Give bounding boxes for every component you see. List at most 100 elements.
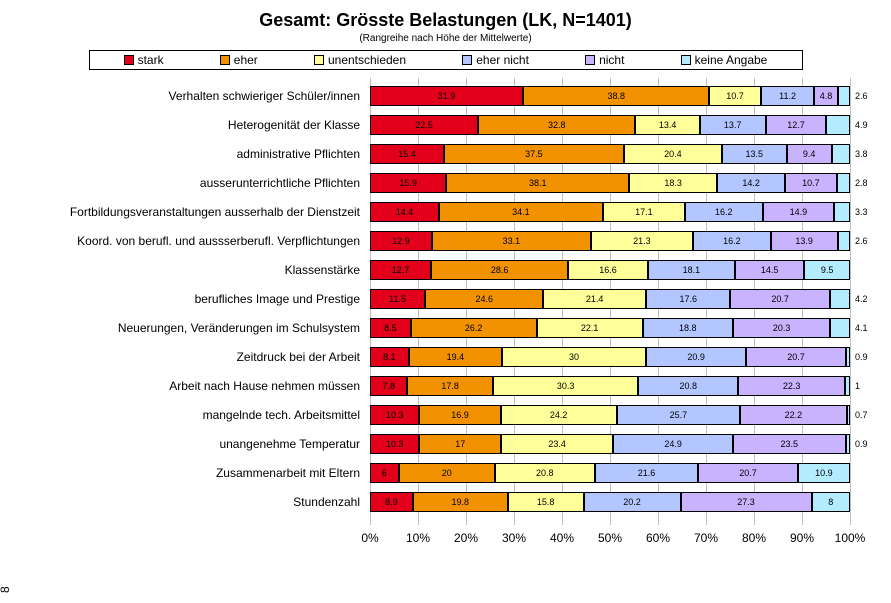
row-label: Heterogenität der Klasse bbox=[40, 115, 360, 135]
bar-segment: 14.5 bbox=[735, 260, 805, 280]
row-label: administrative Pflichten bbox=[40, 144, 360, 164]
legend-item: nicht bbox=[585, 53, 624, 67]
bar-segment: 10.3 bbox=[370, 434, 419, 454]
end-value-label: 2.8 bbox=[855, 173, 868, 193]
bar-track: 15.938.118.314.210.7 bbox=[370, 173, 850, 193]
legend-swatch bbox=[220, 55, 230, 65]
xtick-label: 90% bbox=[790, 531, 814, 545]
bar-segment: 14.4 bbox=[370, 202, 439, 222]
legend-item: eher nicht bbox=[462, 53, 529, 67]
bar-segment: 16.6 bbox=[568, 260, 648, 280]
bar-segment: 10.9 bbox=[798, 463, 850, 483]
bar-segment: 30 bbox=[502, 347, 646, 367]
bar-row: Zusammenarbeit mit Eltern62020.821.620.7… bbox=[30, 463, 870, 483]
row-label: Arbeit nach Hause nehmen müssen bbox=[40, 376, 360, 396]
chart-title: Gesamt: Grösste Belastungen (LK, N=1401) bbox=[0, 0, 891, 31]
bar-segment: 23.4 bbox=[501, 434, 613, 454]
legend-label: unentschieden bbox=[328, 53, 406, 67]
row-label: ausserunterrichtliche Pflichten bbox=[40, 173, 360, 193]
bar-segment bbox=[838, 86, 850, 106]
bar-segment bbox=[846, 434, 850, 454]
end-value-label: 3.8 bbox=[855, 144, 868, 164]
bar-row: Klassenstärke12.728.616.618.114.59.5 bbox=[30, 260, 870, 280]
row-label: mangelnde tech. Arbeitsmittel bbox=[40, 405, 360, 425]
end-value-label: 4.2 bbox=[855, 289, 868, 309]
bar-row: Verhalten schwieriger Schüler/innen31.93… bbox=[30, 86, 870, 106]
bar-track: 12.933.121.316.213.9 bbox=[370, 231, 850, 251]
bar-segment: 15.8 bbox=[508, 492, 584, 512]
bar-segment bbox=[834, 202, 850, 222]
bar-segment: 17.1 bbox=[603, 202, 685, 222]
bar-segment: 20.7 bbox=[746, 347, 845, 367]
legend-label: eher bbox=[234, 53, 258, 67]
chart-area: 0%10%20%30%40%50%60%70%80%90%100% Verhal… bbox=[30, 78, 870, 558]
legend-item: unentschieden bbox=[314, 53, 406, 67]
end-value-label: 4.9 bbox=[855, 115, 868, 135]
bar-segment: 9.4 bbox=[787, 144, 832, 164]
bar-segment: 21.6 bbox=[595, 463, 699, 483]
xtick-label: 60% bbox=[646, 531, 670, 545]
row-label: Neuerungen, Veränderungen im Schulsystem bbox=[40, 318, 360, 338]
bar-segment: 10.7 bbox=[709, 86, 760, 106]
bar-segment bbox=[837, 173, 850, 193]
legend: starkeherunentschiedeneher nichtnichtkei… bbox=[89, 50, 803, 70]
bar-segment: 22.3 bbox=[738, 376, 845, 396]
bar-track: 8.526.222.118.820.3 bbox=[370, 318, 850, 338]
bar-track: 12.728.616.618.114.59.5 bbox=[370, 260, 850, 280]
bar-segment: 13.9 bbox=[771, 231, 838, 251]
bar-segment: 8.5 bbox=[370, 318, 411, 338]
bar-track: 14.434.117.116.214.9 bbox=[370, 202, 850, 222]
bar-segment: 12.7 bbox=[766, 115, 827, 135]
bar-segment: 33.1 bbox=[432, 231, 591, 251]
bar-row: berufliches Image und Prestige11.524.621… bbox=[30, 289, 870, 309]
chart-page: Gesamt: Grösste Belastungen (LK, N=1401)… bbox=[0, 0, 891, 603]
bar-segment: 20.8 bbox=[638, 376, 738, 396]
bar-segment: 24.2 bbox=[501, 405, 617, 425]
bar-segment: 16.9 bbox=[419, 405, 500, 425]
bar-row: mangelnde tech. Arbeitsmittel 10.316.924.… bbox=[30, 405, 870, 425]
bar-track: 22.532.813.413.712.7 bbox=[370, 115, 850, 135]
legend-swatch bbox=[314, 55, 324, 65]
bar-row: Stundenzahl8.919.815.820.227.38 bbox=[30, 492, 870, 512]
legend-label: keine Angabe bbox=[695, 53, 768, 67]
xtick-label: 30% bbox=[502, 531, 526, 545]
bar-segment: 26.2 bbox=[411, 318, 537, 338]
bar-row: Arbeit nach Hause nehmen müssen 7.817.830… bbox=[30, 376, 870, 396]
bar-segment: 12.9 bbox=[370, 231, 432, 251]
bar-segment: 20.7 bbox=[698, 463, 797, 483]
bar-track: 7.817.830.320.822.3 bbox=[370, 376, 850, 396]
bar-track: 62020.821.620.710.9 bbox=[370, 463, 850, 483]
end-value-label: 4.1 bbox=[855, 318, 868, 338]
bar-segment bbox=[838, 231, 850, 251]
bar-segment: 17.8 bbox=[407, 376, 492, 396]
end-value-label: 0.9 bbox=[855, 434, 868, 454]
bar-segment: 13.5 bbox=[722, 144, 787, 164]
end-value-label: 0.7 bbox=[855, 405, 868, 425]
legend-item: eher bbox=[220, 53, 258, 67]
bar-segment: 17 bbox=[419, 434, 501, 454]
row-label: Koord. von berufl. und aussserberufl. Ve… bbox=[40, 231, 360, 251]
bar-segment: 32.8 bbox=[478, 115, 635, 135]
xtick-label: 0% bbox=[361, 531, 378, 545]
bar-track: 8.119.43020.920.7 bbox=[370, 347, 850, 367]
bar-segment: 16.2 bbox=[685, 202, 763, 222]
legend-label: eher nicht bbox=[476, 53, 529, 67]
bar-segment: 15.4 bbox=[370, 144, 444, 164]
bar-segment: 20.2 bbox=[584, 492, 681, 512]
bar-track: 10.316.924.225.722.2 bbox=[370, 405, 850, 425]
row-label: Zeitdruck bei der Arbeit bbox=[40, 347, 360, 367]
bar-row: Koord. von berufl. und aussserberufl. Ve… bbox=[30, 231, 870, 251]
bar-segment: 4.8 bbox=[814, 86, 837, 106]
bar-segment: 25.7 bbox=[617, 405, 740, 425]
bar-segment: 37.5 bbox=[444, 144, 624, 164]
bar-segment: 10.7 bbox=[785, 173, 836, 193]
legend-swatch bbox=[462, 55, 472, 65]
bar-segment: 38.8 bbox=[523, 86, 709, 106]
end-value-label: 2.6 bbox=[855, 231, 868, 251]
row-label: Fortbildungsveranstaltungen ausserhalb d… bbox=[40, 202, 360, 222]
bar-row: unangenehme Temperatur10.31723.424.923.5… bbox=[30, 434, 870, 454]
xtick-label: 10% bbox=[406, 531, 430, 545]
bar-segment: 9.5 bbox=[804, 260, 850, 280]
xtick-label: 80% bbox=[742, 531, 766, 545]
bar-segment: 23.5 bbox=[733, 434, 846, 454]
